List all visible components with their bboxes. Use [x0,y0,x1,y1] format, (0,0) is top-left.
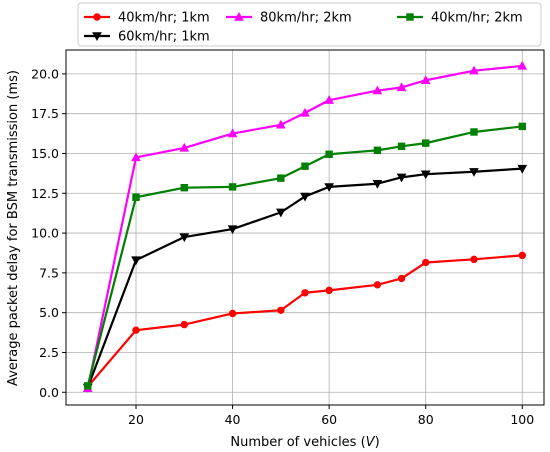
legend-marker [93,13,101,21]
data-point [276,119,286,129]
series-1 [84,251,526,391]
x-tick-label: 100 [510,412,534,427]
data-point [470,255,478,264]
data-point [325,286,333,295]
legend-marker [92,32,102,42]
data-point [131,152,141,162]
data-point [517,60,528,70]
data-point [397,142,406,151]
x-tick-label: 40 [225,412,241,427]
plot-series [82,60,528,393]
data-point [397,274,406,283]
data-point [84,382,92,390]
data-point [227,225,238,235]
legend-item: 40km/hr; 2km [397,11,523,26]
y-tick-label: 20.0 [31,66,59,81]
data-point [131,256,141,266]
data-point [228,183,237,191]
legend-marker [234,11,244,21]
data-point [396,173,407,183]
series-line [86,64,523,389]
data-point [420,170,431,180]
data-point [373,281,382,289]
series-line [86,167,523,388]
legend-box [77,2,542,47]
data-point [228,309,237,318]
series-line [86,254,523,388]
data-point [518,251,526,260]
series-line [86,125,523,387]
data-point [132,326,140,334]
data-point [301,289,309,297]
legend-marker [406,13,414,21]
legend-item: 80km/hr; 2km [226,11,352,26]
data-point [422,258,430,267]
data-point [420,75,431,84]
axis-ticks: 20 40 60 80 100 0.0 2.5 5.0 7.5 10.0 12.5 15.0 17.5 2… [31,66,534,427]
y-axis-label: Average packet delay for BSM transmissio… [6,70,21,386]
data-point [179,233,190,243]
legend-label: 60km/hr; 1km [118,30,210,45]
legend-label: 40km/hr; 1km [118,11,210,26]
data-point [132,193,140,201]
data-point [469,65,479,75]
data-point [373,146,382,154]
data-point [301,162,309,170]
x-tick-label: 20 [128,412,144,427]
data-point [276,208,286,218]
y-tick-label: 10.0 [31,226,59,241]
series-2 [82,164,528,393]
x-axis-label: Number of vehicles (V) [230,435,379,450]
legend: 40km/hr; 1km 80km/hr; 2km 40km/hr; 2km 60km… [77,2,542,47]
y-tick-label: 17.5 [31,106,59,121]
y-tick-label: 12.5 [31,186,59,201]
data-point [396,82,407,92]
data-point [470,128,478,136]
data-point [325,150,333,158]
data-point [469,168,479,177]
series-3 [82,60,528,392]
data-point [300,107,310,117]
y-tick-label: 15.0 [31,146,59,161]
y-tick-label: 2.5 [39,345,59,360]
data-point [372,85,383,95]
data-point [180,184,188,192]
x-tick-label: 80 [418,412,434,427]
data-point [324,183,334,192]
x-tick-label: 60 [321,412,337,427]
data-point [277,174,285,182]
data-point [517,164,528,174]
data-point [324,95,334,104]
data-point [518,122,526,131]
data-point [227,128,238,138]
series-4 [84,122,526,390]
plot-frame [65,49,545,406]
data-point [180,320,188,329]
data-point [422,139,430,147]
y-tick-label: 0.0 [39,385,59,400]
legend-item: 40km/hr; 1km [84,11,210,26]
y-tick-label: 7.5 [39,265,59,280]
data-point [179,142,190,152]
legend-label: 80km/hr; 2km [260,11,352,26]
data-point [277,306,285,314]
data-point [372,180,383,189]
data-point [300,192,310,202]
y-tick-label: 5.0 [39,305,59,320]
legend-item: 60km/hr; 1km [84,30,210,45]
legend-label: 40km/hr; 2km [431,11,523,26]
